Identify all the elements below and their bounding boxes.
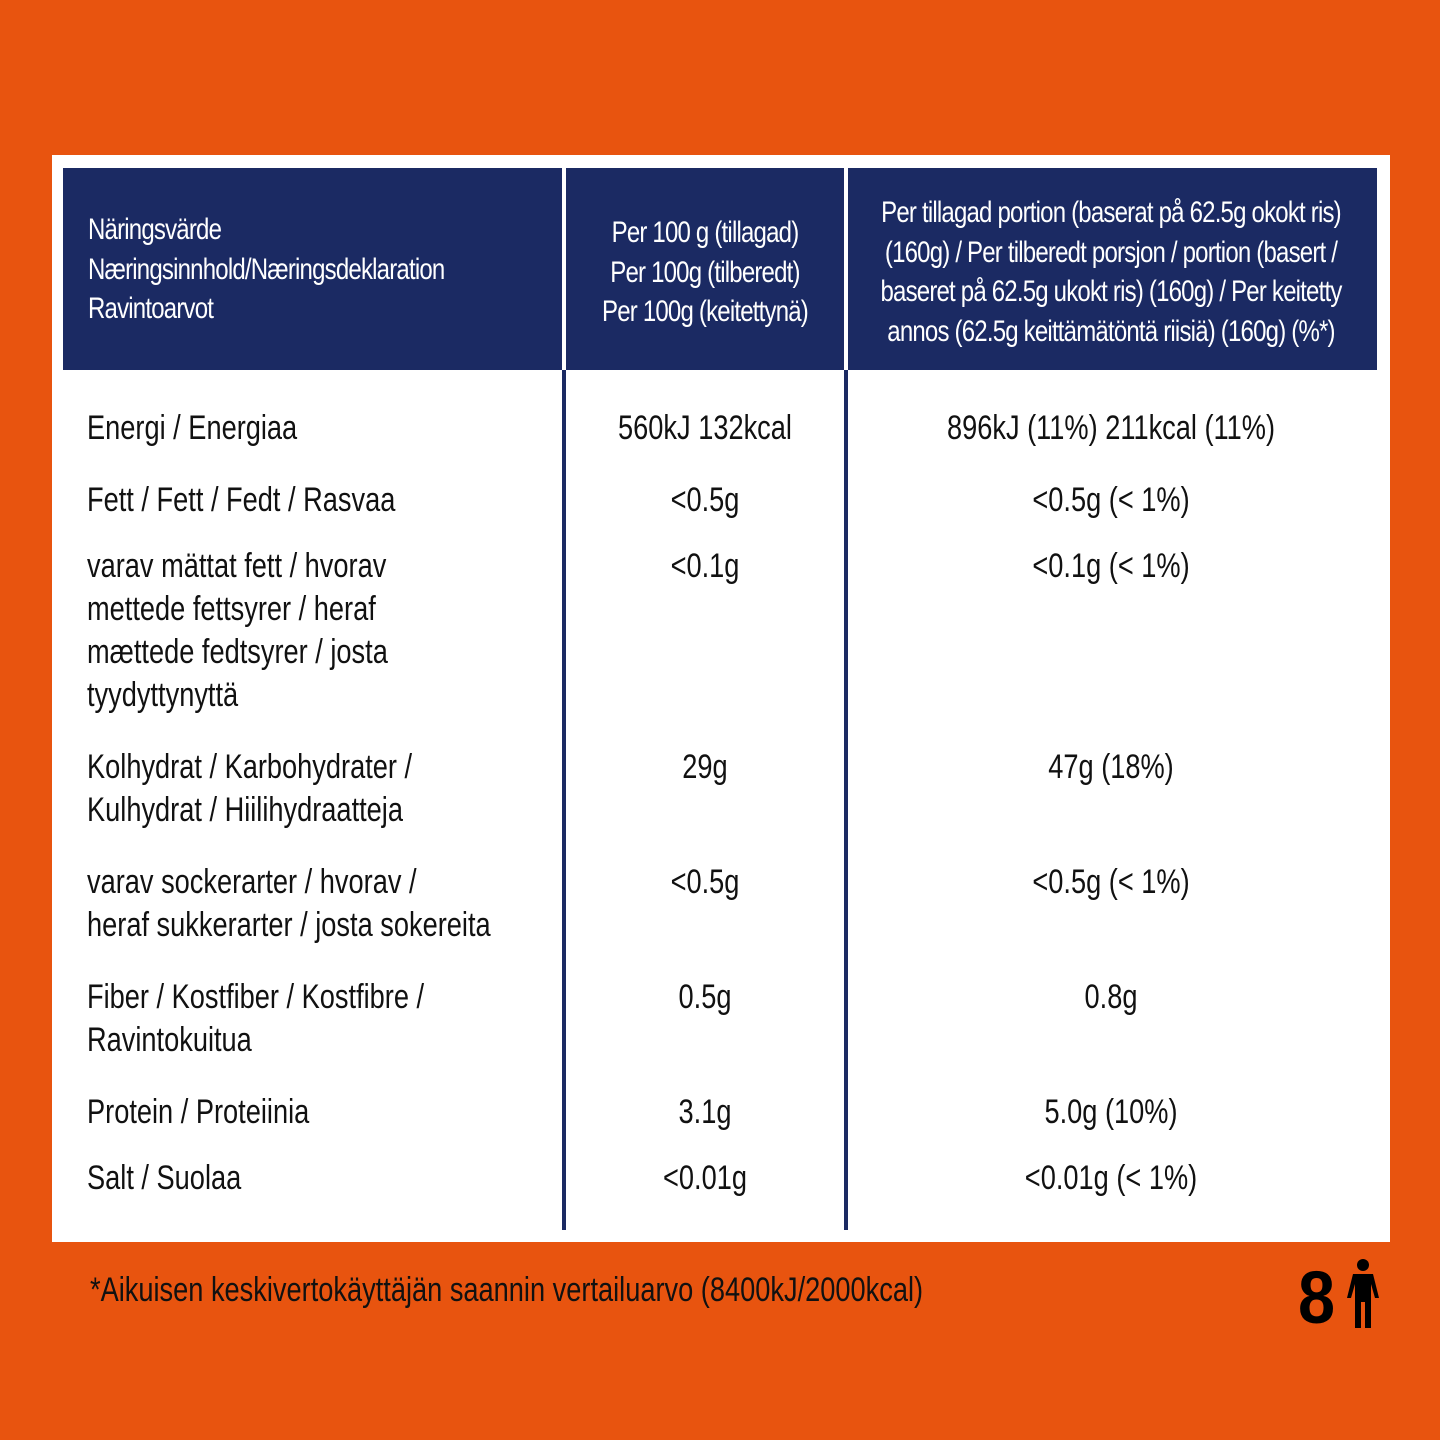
header-divider <box>562 168 566 370</box>
column-divider <box>844 168 848 1230</box>
per-portion-value: <0.1g (< 1%) <box>1032 547 1190 585</box>
per-100g-value: 29g <box>682 748 728 786</box>
column-divider <box>562 168 566 1230</box>
header-text: annos (62.5g keittämätöntä riisiä) (160g… <box>887 314 1335 348</box>
row-label: Energi / Energiaa <box>87 409 298 447</box>
header-text: Näringsvärde <box>88 213 222 246</box>
per-portion-value: <0.5g (< 1%) <box>1032 481 1190 519</box>
per-100g-value: <0.01g <box>663 1159 747 1197</box>
per-portion-value: 896kJ (11%) 211kcal (11%) <box>946 409 1276 447</box>
row-label: Fett / Fett / Fedt / Rasvaa <box>87 481 396 519</box>
header-text: baseret på 62.5g ukokt ris) (160g) / Per… <box>880 275 1342 308</box>
header-text: Næringsinnhold/Næringsdeklaration <box>88 252 445 286</box>
footnote: *Aikuisen keskivertokäyttäjän saannin ve… <box>90 1271 924 1309</box>
table-header <box>63 168 1377 370</box>
row-label: heraf sukkerarter / josta sokereita <box>87 906 491 944</box>
per-100g-value: 3.1g <box>678 1093 732 1131</box>
row-label: Kulhydrat / Hiilihydraatteja <box>87 791 403 829</box>
header-text: Per tillagad portion (baserat på 62.5g o… <box>881 196 1342 229</box>
per-100g-value: <0.1g <box>670 547 740 585</box>
row-label: Fiber / Kostfiber / Kostfibre / <box>87 978 425 1016</box>
row-label: varav mättat fett / hvorav <box>87 547 387 585</box>
header-text: Per 100 g (tillagad) <box>611 216 800 249</box>
per-100g-value: <0.5g <box>670 481 740 519</box>
row-label: Ravintokuitua <box>87 1021 252 1059</box>
row-label: Kolhydrat / Karbohydrater / <box>87 748 413 786</box>
row-label: mettede fettsyrer / heraf <box>87 590 376 628</box>
servings-count: 8 <box>1298 1256 1336 1339</box>
person-icon <box>1347 1259 1379 1328</box>
header-text: Per 100g (tilberedt) <box>610 255 800 289</box>
per-portion-value: <0.01g (< 1%) <box>1024 1159 1198 1197</box>
row-label: Salt / Suolaa <box>87 1159 242 1197</box>
per-100g-value: 560kJ 132kcal <box>618 409 792 447</box>
row-label: tyydyttynyttä <box>87 676 239 714</box>
per-portion-value: 0.8g <box>1084 978 1138 1016</box>
per-100g-value: <0.5g <box>670 863 740 901</box>
per-portion-value: <0.5g (< 1%) <box>1032 863 1190 901</box>
header-divider <box>844 168 848 370</box>
per-portion-value: 5.0g (10%) <box>1044 1093 1178 1131</box>
row-label: mættede fedtsyrer / josta <box>87 633 388 671</box>
row-label: varav sockerarter / hvorav / <box>87 863 417 901</box>
per-portion-value: 47g (18%) <box>1048 748 1174 786</box>
per-100g-value: 0.5g <box>678 978 732 1016</box>
header-text: Ravintoarvot <box>88 292 214 325</box>
header-text: (160g) / Per tilberedt porsjon / portion… <box>884 235 1338 269</box>
row-label: Protein / Proteiinia <box>87 1093 310 1131</box>
header-text: Per 100g (keitettynä) <box>602 295 809 328</box>
